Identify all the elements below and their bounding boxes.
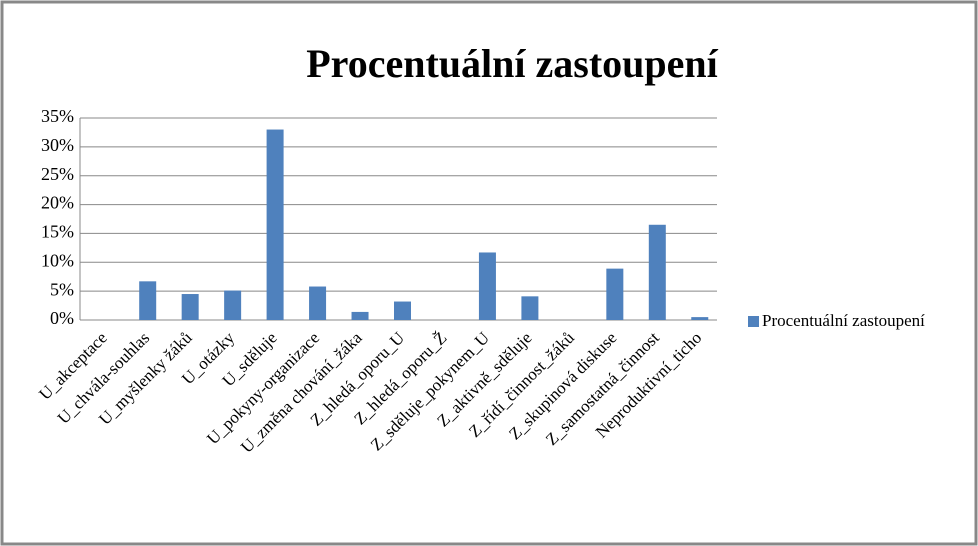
bar xyxy=(351,311,369,320)
y-tick-label: 5% xyxy=(50,279,74,299)
y-tick-label: 0% xyxy=(50,308,74,328)
y-tick-label: 25% xyxy=(41,164,74,184)
bar xyxy=(648,224,666,320)
bar xyxy=(691,317,709,320)
bar xyxy=(224,290,242,320)
legend-label: Procentuální zastoupení xyxy=(762,311,925,330)
bar xyxy=(181,294,199,320)
y-tick-label: 20% xyxy=(41,193,74,213)
bar xyxy=(266,129,284,320)
y-tick-label: 30% xyxy=(41,135,74,155)
y-tick-label: 15% xyxy=(41,222,74,242)
bar xyxy=(309,286,327,320)
chart-title: Procentuální zastoupení xyxy=(306,41,718,86)
bar xyxy=(478,252,496,320)
bar xyxy=(139,281,157,320)
bar xyxy=(394,301,411,320)
legend-swatch xyxy=(748,316,759,327)
bar xyxy=(606,268,624,320)
y-tick-label: 10% xyxy=(41,250,74,270)
y-tick-label: 35% xyxy=(41,106,74,126)
bar xyxy=(521,296,539,320)
